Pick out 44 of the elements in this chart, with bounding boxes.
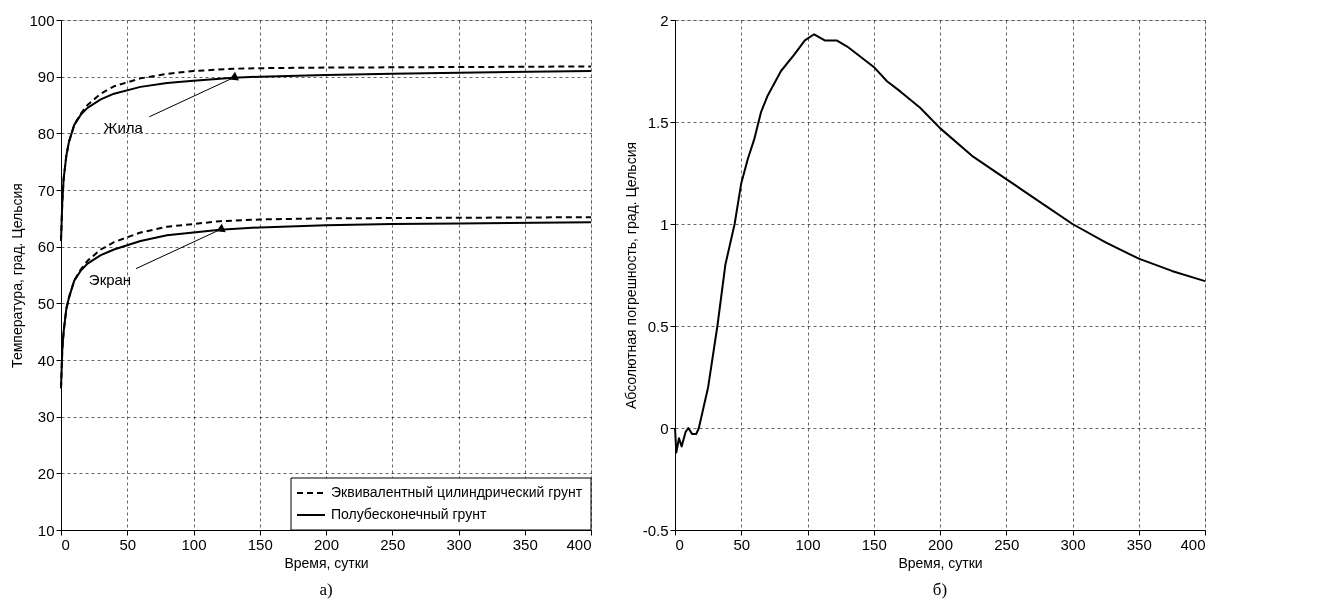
y-tick-label: 2 (660, 11, 669, 29)
y-tick-label: 70 (37, 181, 55, 199)
x-tick-label: 100 (795, 535, 821, 553)
y-tick-label: 30 (37, 408, 55, 426)
legend-label: Полубесконечный грунт (331, 506, 487, 522)
y-tick-label: 50 (37, 294, 55, 312)
y-tick-label: 60 (37, 238, 55, 256)
y-axis-title: Температура, град. Цельсия (9, 183, 26, 368)
y-tick-label: 0.5 (647, 317, 669, 335)
y-tick-label: 100 (29, 11, 55, 29)
x-tick-label: 400 (1180, 535, 1206, 553)
x-tick-label: 300 (1060, 535, 1086, 553)
text: а) (319, 580, 333, 599)
x-tick-label: 350 (1126, 535, 1152, 553)
y-tick-label: 40 (37, 351, 55, 369)
y-tick-label: 10 (37, 521, 55, 539)
x-tick-label: 200 (313, 535, 340, 553)
x-tick-label: 0 (61, 535, 70, 553)
x-axis-title: Время, сутки (898, 554, 983, 571)
y-axis-title: Абсолютная погрешность, град. Цельсия (622, 141, 639, 410)
x-tick-label: 250 (380, 535, 406, 553)
x-tick-label: 400 (566, 535, 592, 553)
x-tick-label: 0 (675, 535, 684, 553)
x-tick-label: 200 (927, 535, 954, 553)
y-tick-label: 20 (37, 464, 55, 482)
x-tick-label: 50 (119, 535, 137, 553)
text: б) (932, 580, 948, 599)
x-tick-label: 350 (512, 535, 538, 553)
y-tick-label: 90 (37, 68, 55, 86)
legend-label: Эквивалентный цилиндрический грунт (331, 484, 583, 500)
x-tick-label: 100 (181, 535, 207, 553)
y-tick-label: 1 (660, 215, 669, 233)
x-tick-label: 50 (733, 535, 751, 553)
annotation: Экран (88, 270, 132, 288)
y-tick-label: 1.5 (647, 113, 669, 131)
y-tick-label: 80 (37, 124, 55, 142)
x-tick-label: 150 (861, 535, 887, 553)
x-axis-title: Время, сутки (284, 554, 369, 571)
x-tick-label: 250 (994, 535, 1020, 553)
x-tick-label: 300 (446, 535, 472, 553)
x-tick-label: 150 (247, 535, 273, 553)
y-tick-label: -0.5 (642, 521, 669, 539)
y-tick-label: 0 (660, 419, 669, 437)
annotation: Жила (103, 118, 144, 136)
